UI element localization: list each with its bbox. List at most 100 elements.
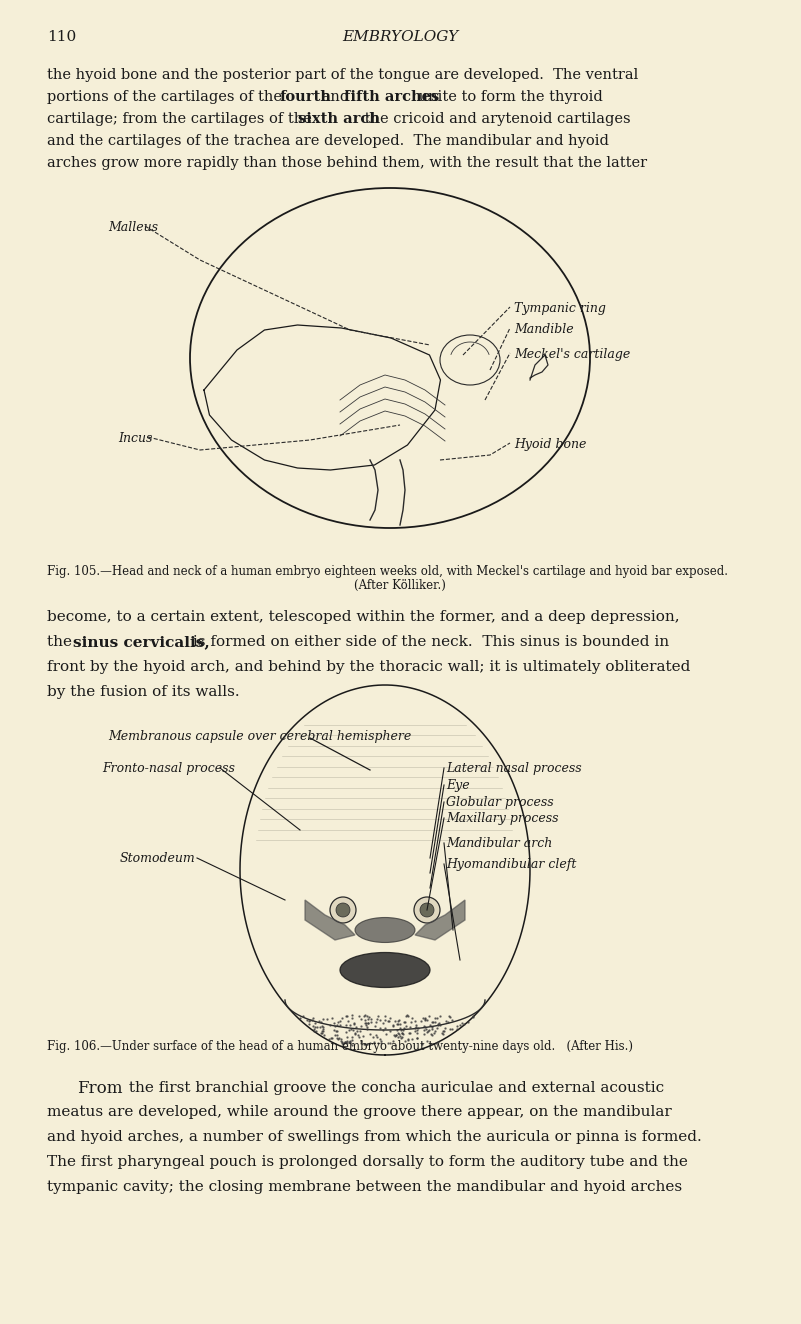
Point bbox=[441, 1012, 454, 1033]
Point bbox=[445, 1018, 458, 1039]
Point bbox=[402, 1029, 415, 1050]
Text: Globular process: Globular process bbox=[446, 796, 553, 809]
Point bbox=[316, 1022, 328, 1043]
Point bbox=[305, 1009, 318, 1030]
Point bbox=[431, 1017, 444, 1038]
Point bbox=[302, 1013, 315, 1034]
Text: become, to a certain extent, telescoped within the former, and a deep depression: become, to a certain extent, telescoped … bbox=[47, 610, 679, 624]
Point bbox=[357, 1005, 370, 1026]
Point bbox=[308, 1021, 321, 1042]
Point bbox=[403, 1022, 416, 1043]
Point bbox=[417, 1008, 429, 1029]
Point bbox=[392, 1023, 405, 1045]
Point bbox=[359, 1034, 372, 1055]
Point bbox=[325, 1027, 338, 1049]
Ellipse shape bbox=[340, 952, 430, 988]
Point bbox=[346, 1019, 359, 1041]
Point bbox=[418, 1009, 431, 1030]
Text: the cricoid and arytenoid cartilages: the cricoid and arytenoid cartilages bbox=[360, 113, 630, 126]
Point bbox=[344, 1030, 356, 1051]
Point bbox=[352, 1025, 364, 1046]
Point bbox=[308, 1013, 321, 1034]
Point bbox=[374, 1018, 387, 1039]
Point bbox=[338, 1031, 351, 1053]
Point bbox=[334, 1014, 347, 1035]
Point bbox=[405, 1008, 418, 1029]
Point bbox=[457, 1013, 470, 1034]
Point bbox=[342, 1010, 355, 1031]
Point bbox=[344, 1018, 357, 1039]
Text: Eye: Eye bbox=[446, 779, 469, 792]
Point bbox=[329, 1023, 342, 1045]
Point bbox=[346, 1030, 359, 1051]
Point bbox=[340, 1030, 353, 1051]
Point bbox=[391, 1019, 404, 1041]
Point bbox=[353, 1019, 366, 1041]
Point bbox=[357, 1033, 370, 1054]
Point bbox=[450, 1018, 463, 1039]
Point bbox=[371, 1026, 384, 1047]
Point bbox=[339, 1031, 352, 1053]
Point bbox=[368, 1031, 380, 1053]
Point bbox=[374, 1029, 387, 1050]
Text: front by the hyoid arch, and behind by the thoracic wall; it is ultimately oblit: front by the hyoid arch, and behind by t… bbox=[47, 659, 690, 674]
Point bbox=[335, 1029, 348, 1050]
Text: by the fusion of its walls.: by the fusion of its walls. bbox=[47, 685, 239, 699]
Point bbox=[432, 1013, 445, 1034]
Circle shape bbox=[420, 903, 434, 918]
Point bbox=[401, 1005, 414, 1026]
Point bbox=[340, 1005, 352, 1026]
Point bbox=[382, 1010, 395, 1031]
Point bbox=[335, 1008, 348, 1029]
Point bbox=[372, 1033, 384, 1054]
Point bbox=[311, 1016, 324, 1037]
Text: sinus cervicalis,: sinus cervicalis, bbox=[73, 636, 210, 649]
Point bbox=[411, 1027, 424, 1049]
Point bbox=[398, 1030, 411, 1051]
Point bbox=[312, 1010, 325, 1031]
Point bbox=[437, 1021, 450, 1042]
Point bbox=[369, 1012, 382, 1033]
Point bbox=[386, 1030, 399, 1051]
Point bbox=[354, 1031, 367, 1053]
Point bbox=[440, 1010, 453, 1031]
Point bbox=[397, 1018, 410, 1039]
Point bbox=[343, 1031, 356, 1053]
Point bbox=[429, 1033, 442, 1054]
Point bbox=[411, 1022, 424, 1043]
Point bbox=[374, 1009, 387, 1030]
Point bbox=[442, 1005, 455, 1026]
Point bbox=[396, 1022, 409, 1043]
Point bbox=[422, 1005, 435, 1026]
Point bbox=[422, 1019, 435, 1041]
Point bbox=[348, 1013, 360, 1034]
Point bbox=[431, 1031, 444, 1053]
Point bbox=[315, 1012, 328, 1033]
Point bbox=[450, 1016, 463, 1037]
Point bbox=[437, 1021, 449, 1042]
Point bbox=[404, 1017, 417, 1038]
Point bbox=[399, 1016, 412, 1037]
Text: Mandibular arch: Mandibular arch bbox=[446, 837, 552, 850]
Point bbox=[361, 1033, 374, 1054]
Point bbox=[388, 1025, 400, 1046]
Point bbox=[453, 1014, 466, 1035]
Text: 110: 110 bbox=[47, 30, 76, 44]
Point bbox=[428, 1022, 441, 1043]
Point bbox=[308, 1017, 321, 1038]
Point bbox=[309, 1021, 322, 1042]
Point bbox=[426, 1018, 439, 1039]
Point bbox=[437, 1023, 449, 1045]
Point bbox=[391, 1022, 404, 1043]
Point bbox=[360, 1014, 372, 1035]
Text: Stomodeum: Stomodeum bbox=[120, 853, 195, 865]
Point bbox=[360, 1013, 372, 1034]
Point bbox=[444, 1006, 457, 1027]
Point bbox=[364, 1033, 376, 1054]
Point bbox=[352, 1027, 365, 1049]
Point bbox=[411, 1018, 424, 1039]
Point bbox=[393, 1010, 406, 1031]
Point bbox=[386, 1016, 399, 1037]
Point bbox=[379, 1009, 392, 1030]
Point bbox=[392, 1014, 405, 1035]
